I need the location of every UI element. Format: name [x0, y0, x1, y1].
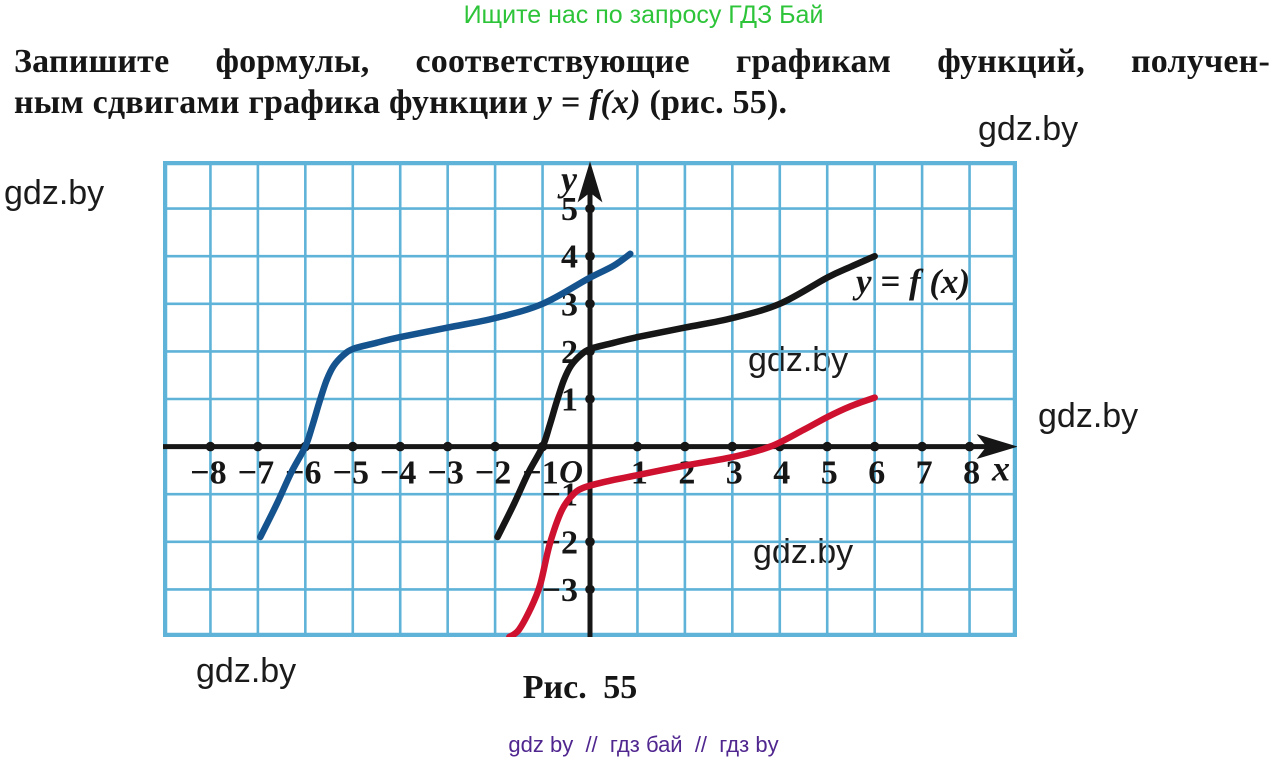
x-tick-label: −7 [238, 455, 274, 492]
curve-label-y-equals-fx: y = f (x) [856, 262, 971, 301]
math-expression: y = f(x) [536, 84, 641, 121]
x-tick-dot [727, 441, 738, 452]
blue-curve [257, 250, 634, 541]
x-tick-dot [964, 441, 975, 452]
x-tick-dot [205, 441, 216, 452]
figure-caption: Рис. 55 [522, 669, 638, 706]
origin-label: O [559, 455, 583, 491]
problem-statement: Запишите формулы, соответствующие график… [14, 41, 1270, 123]
black-curve [494, 252, 878, 541]
x-tick-label: −4 [380, 455, 416, 492]
x-tick-label: 4 [773, 455, 790, 492]
x-tick-label: 6 [868, 455, 885, 492]
red-curve [506, 394, 878, 641]
y-axis-arrow [577, 161, 603, 203]
watermark-middle-lower: gdz.by [753, 533, 854, 571]
problem-line-2: ным сдвигами графика функции y = f(x) (р… [14, 82, 1270, 123]
x-tick-dot [490, 441, 500, 452]
promo-banner: Ищите нас по запросу ГДЗ Бай [463, 1, 824, 29]
x-tick-label: 3 [726, 455, 743, 492]
y-tick-label: 5 [561, 191, 578, 228]
x-axis-arrow [976, 434, 1018, 460]
watermark-middle-upper: gdz.by [748, 341, 849, 379]
x-tick-dot [822, 441, 832, 452]
y-tick-label: −3 [542, 572, 578, 609]
problem-line-2-tail: (рис. 55). [640, 84, 788, 121]
problem-line-2-text: ным сдвигами графика функции [14, 84, 537, 121]
watermark-right: gdz.by [1038, 397, 1139, 435]
footer-watermark-line: gdz by // гдз бай // гдз by [508, 732, 779, 757]
x-tick-dot [917, 441, 927, 452]
x-tick-label: −3 [428, 455, 464, 492]
x-tick-dot [442, 441, 453, 452]
y-tick-dot [585, 203, 595, 214]
watermark-left: gdz.by [4, 174, 105, 212]
x-tick-label: 5 [821, 455, 838, 492]
y-tick-label: 4 [561, 239, 578, 276]
x-tick-label: −8 [190, 455, 226, 492]
y-tick-dot [585, 584, 595, 595]
x-tick-label: 2 [678, 455, 695, 492]
watermark-bottom-left: gdz.by [196, 652, 297, 690]
x-tick-dot [632, 441, 643, 452]
x-tick-label: −5 [333, 455, 369, 492]
y-tick-dot [585, 251, 595, 261]
x-tick-dot [348, 441, 358, 452]
y-tick-label: 1 [561, 382, 578, 419]
x-tick-dot [253, 441, 263, 452]
y-tick-dot [585, 299, 595, 309]
x-tick-dot [395, 441, 405, 452]
x-tick-label: −2 [475, 455, 511, 492]
y-tick-dot [585, 537, 595, 547]
x-tick-label: 8 [963, 455, 980, 492]
x-tick-label: 7 [916, 455, 933, 492]
problem-line-1: Запишите формулы, соответствующие график… [14, 43, 1270, 80]
watermark-top-right: gdz.by [978, 110, 1079, 148]
x-axis-label: x [991, 449, 1010, 489]
y-axis-label: y [557, 161, 578, 199]
y-tick-dot [585, 394, 595, 404]
x-tick-dot [680, 441, 690, 452]
x-tick-dot [869, 441, 880, 452]
